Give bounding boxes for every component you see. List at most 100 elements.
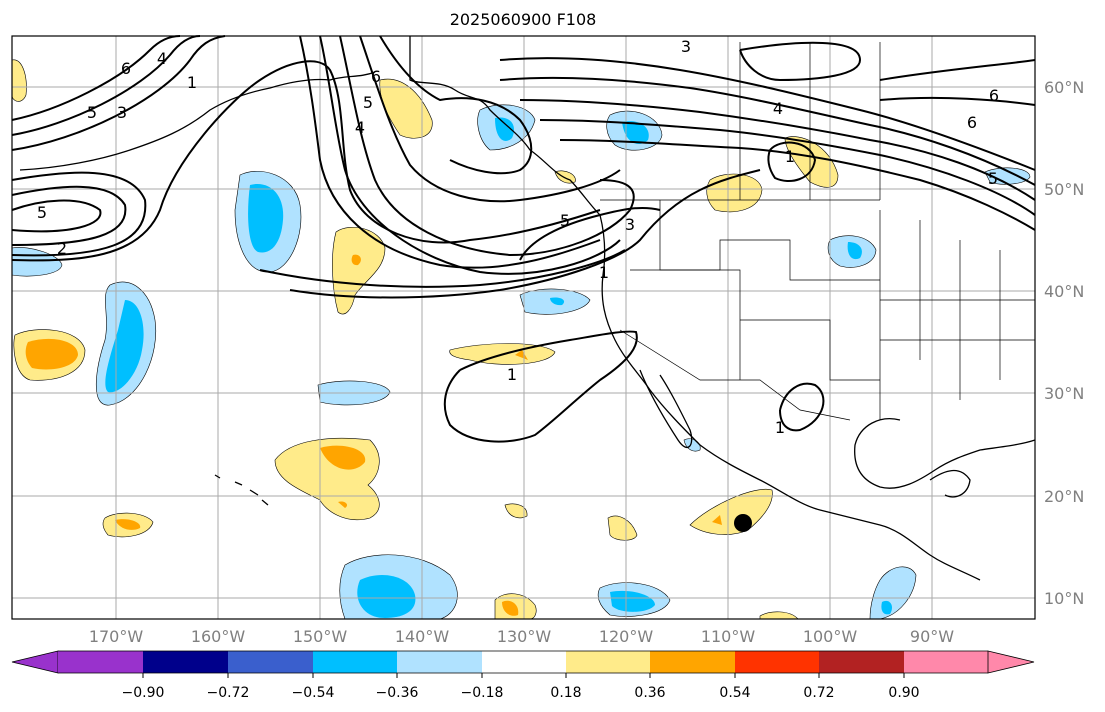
negative-anomaly-core bbox=[495, 117, 515, 141]
contour-label: 5 bbox=[37, 203, 47, 222]
map-title: 2025060900 F108 bbox=[449, 10, 597, 29]
colorbar-ticks bbox=[142, 673, 905, 678]
colorbar-tick-label: 0.90 bbox=[888, 685, 919, 701]
lon-label: 140°W bbox=[395, 627, 450, 646]
yucatan bbox=[929, 469, 971, 498]
colorbar-segment bbox=[143, 651, 228, 673]
negative-anomaly-core bbox=[847, 242, 862, 260]
positive-anomaly-region bbox=[11, 59, 27, 102]
contour-line bbox=[879, 59, 1036, 81]
lon-label: 90°W bbox=[910, 627, 954, 646]
lat-label: 30°N bbox=[1044, 384, 1084, 403]
contour-line bbox=[359, 35, 621, 203]
contour-label: 6 bbox=[371, 67, 381, 86]
colorbar-tick-label: 0.54 bbox=[719, 685, 750, 701]
contour-line bbox=[11, 35, 181, 121]
contour-line bbox=[879, 96, 1036, 106]
colorbar-tick-label: 0.36 bbox=[634, 685, 665, 701]
lon-label: 130°W bbox=[497, 627, 552, 646]
aleutian-islands bbox=[19, 71, 376, 171]
contour-line bbox=[299, 35, 601, 269]
contour-line bbox=[519, 206, 661, 261]
contour-line bbox=[11, 35, 226, 151]
colorbar-tick-label: −0.72 bbox=[207, 685, 250, 701]
coastlines bbox=[19, 36, 1036, 581]
contour-label: 5 bbox=[988, 169, 998, 188]
us-west-coast bbox=[599, 214, 981, 581]
longitude-labels: 170°W 160°W 150°W 140°W 130°W 120°W 110°… bbox=[89, 627, 954, 646]
colorbar-tick-label: 0.72 bbox=[803, 685, 834, 701]
contour-label: 4 bbox=[157, 49, 167, 68]
contour-label: 1 bbox=[785, 147, 795, 166]
lon-label: 120°W bbox=[599, 627, 654, 646]
contour-line bbox=[319, 35, 621, 275]
positive-anomaly-core bbox=[351, 254, 361, 266]
colorbar-tick-label: −0.54 bbox=[292, 685, 335, 701]
colorbar-segment bbox=[650, 651, 735, 673]
contour-label: 1 bbox=[775, 418, 785, 437]
contour-label: 6 bbox=[989, 86, 999, 105]
contour-label: 5 bbox=[363, 93, 373, 112]
colorbar-segment bbox=[58, 651, 143, 673]
contour-label: 5 bbox=[87, 103, 97, 122]
contour-line bbox=[499, 77, 1036, 186]
contour-line bbox=[779, 382, 825, 432]
colorbar-extend-high bbox=[987, 650, 1035, 674]
lat-label: 10°N bbox=[1044, 589, 1084, 608]
contour-labels: 6 5 3 1 2 4 6 5 4 3 4 6 6 5 5 3 1 1 1 1 … bbox=[37, 37, 999, 437]
negative-anomaly-core bbox=[881, 600, 893, 615]
colorbar-tick-label: −0.18 bbox=[461, 685, 504, 701]
contour-line bbox=[259, 249, 626, 288]
contour-label: 4 bbox=[773, 99, 783, 118]
contour-label: 6 bbox=[121, 59, 131, 78]
contour-line bbox=[767, 141, 817, 182]
negative-anomaly-core bbox=[622, 121, 649, 145]
positive-anomaly-core bbox=[320, 445, 366, 470]
lon-label: 160°W bbox=[191, 627, 246, 646]
positive-anomaly-region bbox=[504, 503, 528, 519]
contour-label: 3 bbox=[625, 215, 635, 234]
alaska-coast bbox=[409, 36, 601, 216]
baja-peninsula bbox=[639, 369, 693, 449]
map-frame bbox=[11, 35, 1036, 620]
colorbar-tick-label: 0.18 bbox=[550, 685, 581, 701]
positive-anomaly-core bbox=[515, 350, 528, 360]
positive-anomaly-core bbox=[115, 519, 141, 530]
contour-line bbox=[11, 35, 201, 136]
negative-anomaly-core bbox=[105, 300, 144, 393]
lon-label: 170°W bbox=[89, 627, 144, 646]
lat-label: 60°N bbox=[1044, 78, 1084, 97]
graticule bbox=[12, 36, 1035, 619]
lat-label: 50°N bbox=[1044, 180, 1084, 199]
colorbar-segment bbox=[904, 651, 988, 673]
positive-anomaly-region bbox=[607, 515, 638, 541]
lon-label: 110°W bbox=[701, 627, 756, 646]
contour-label: 4 bbox=[355, 118, 365, 137]
political-borders bbox=[600, 42, 1035, 421]
colorbar-segment bbox=[397, 651, 482, 673]
positive-anomaly-core bbox=[502, 600, 519, 616]
contour-line bbox=[11, 60, 601, 262]
contour-line bbox=[519, 99, 1036, 201]
contour-label: 1 bbox=[187, 73, 197, 92]
colorbar: −0.90 −0.72 −0.54 −0.36 −0.18 0.18 0.36 … bbox=[11, 650, 1035, 701]
colorbar-segment bbox=[566, 651, 650, 673]
contour-line bbox=[11, 199, 102, 233]
colorbar-tick-label: −0.36 bbox=[376, 685, 419, 701]
contour-label: 3 bbox=[681, 37, 691, 56]
lon-label: 150°W bbox=[293, 627, 348, 646]
contour-label: 6 bbox=[967, 113, 977, 132]
contour-line bbox=[559, 139, 1036, 231]
positive-anomaly-core bbox=[338, 501, 348, 508]
contour-line bbox=[499, 57, 1036, 171]
colorbar-segment bbox=[819, 651, 904, 673]
storm-position-marker bbox=[734, 514, 752, 532]
negative-anomaly-core bbox=[550, 297, 565, 306]
gulf-coast bbox=[854, 418, 1036, 489]
positive-anomaly-core bbox=[712, 515, 722, 525]
lat-label: 40°N bbox=[1044, 282, 1084, 301]
contour-line bbox=[339, 35, 635, 257]
contour-label: 1 bbox=[507, 365, 517, 384]
contour-line bbox=[739, 41, 862, 82]
